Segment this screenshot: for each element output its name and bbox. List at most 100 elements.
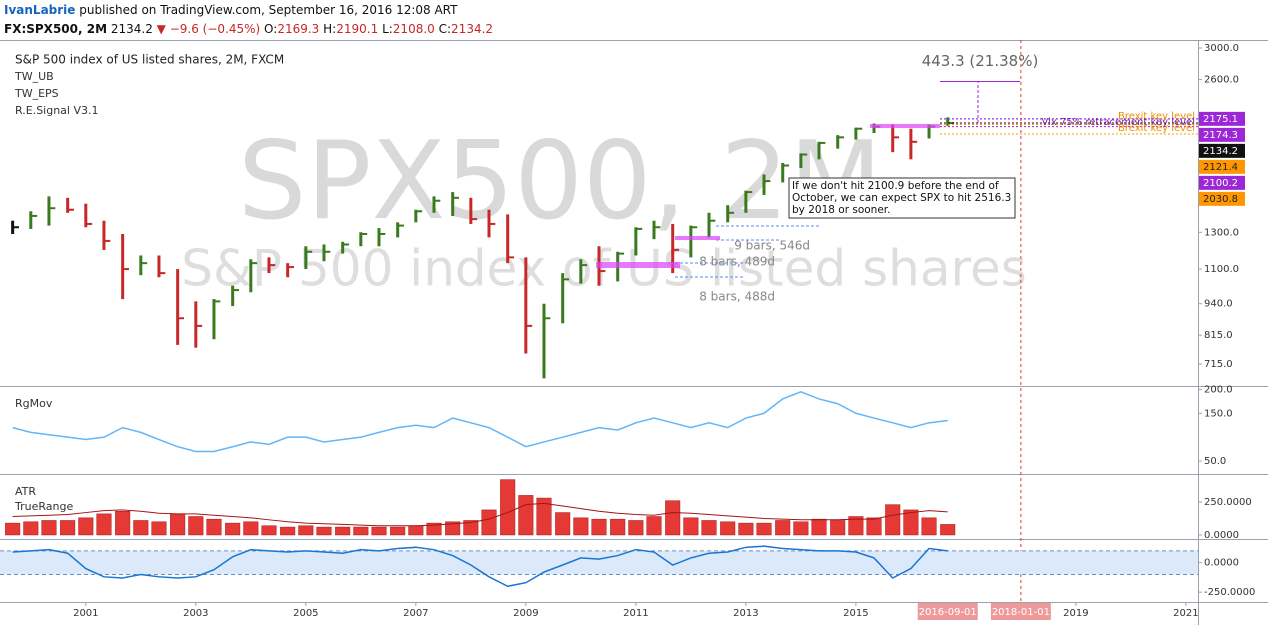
- zone: [596, 262, 680, 268]
- y-tick-label: 0.0000: [1204, 530, 1239, 541]
- bar-count-label: 8 bars, 488d: [699, 290, 775, 304]
- atr-bar: [23, 521, 39, 536]
- y-tick-label: 250.0000: [1204, 497, 1252, 508]
- price-tag: [1199, 143, 1245, 158]
- atr-bar: [555, 512, 571, 536]
- date-tag: [917, 603, 978, 620]
- watermark: SPX500, 2MS&P 500 index of US listed sha…: [181, 119, 1027, 298]
- indicator-line: [12, 545, 948, 588]
- price-tag-label: 2100.2: [1203, 178, 1238, 189]
- price-tag: [1199, 111, 1245, 126]
- y-tick-label: 3000.0: [1204, 43, 1239, 54]
- atr-bar: [500, 479, 516, 536]
- y-tick-label: 1100.0: [1204, 264, 1239, 275]
- study-name: TW_EPS: [14, 87, 59, 100]
- atr-bar: [940, 524, 956, 536]
- atr-bar: [701, 520, 717, 536]
- change: ▼ −9.6 (−0.45%): [157, 22, 261, 36]
- atr-bar: [720, 521, 736, 536]
- price-tag: [1199, 175, 1245, 190]
- note-line: If we don't hit 2100.9 before the end of: [792, 180, 999, 192]
- atr-bar: [885, 504, 901, 536]
- x-tick-label: 2005: [293, 608, 318, 619]
- indicator-line: [12, 390, 948, 453]
- symbol: FX:SPX500, 2M: [4, 22, 107, 36]
- price-tag: [1199, 127, 1245, 142]
- pane-title: ATR: [15, 485, 36, 498]
- atr-bar: [830, 520, 846, 536]
- x-tick-label: 2003: [183, 608, 208, 619]
- atr-bar: [188, 516, 204, 536]
- atr-bar: [738, 522, 754, 536]
- atr-bar: [170, 513, 186, 536]
- level-label: Brexit key level: [1118, 111, 1195, 122]
- atr-bar: [646, 516, 662, 536]
- y-tick-label: 2600.0: [1204, 75, 1239, 86]
- atr-bar: [408, 525, 424, 536]
- atr-bar: [793, 521, 809, 536]
- y-tick-label: 200.0: [1204, 384, 1233, 395]
- price-tag-label: 2134.2: [1203, 146, 1238, 157]
- x-tick-label: 2015: [843, 608, 868, 619]
- atr-bar: [811, 518, 827, 536]
- note-line: October, we can expect SPX to hit 2516.3: [792, 192, 1011, 204]
- atr-bar: [371, 526, 387, 536]
- date-tag-label: 2016-09-01: [919, 607, 977, 618]
- y-tick-label: 940.0: [1204, 299, 1233, 310]
- atr-bar: [335, 526, 351, 536]
- atr-bar: [463, 520, 479, 536]
- atr-bar: [243, 521, 259, 536]
- x-tick-label: 2013: [733, 608, 758, 619]
- l-label: L:: [382, 22, 393, 36]
- atr-bar: [683, 517, 699, 536]
- atr-bar: [866, 517, 882, 536]
- atr-bar: [41, 520, 57, 536]
- note-box: [788, 177, 1016, 219]
- atr-bar: [261, 525, 277, 536]
- level-label: Brexit key level: [1118, 123, 1195, 134]
- atr-bar: [426, 522, 442, 536]
- measure-label: 443.3 (21.38%): [922, 52, 1039, 70]
- y-tick-label: -250.0000: [1204, 587, 1255, 598]
- x-tick-label: 2009: [513, 608, 538, 619]
- atr-bar: [60, 520, 76, 536]
- date-tag-label: 2018-01-01: [992, 607, 1050, 618]
- atr-bar: [206, 518, 222, 536]
- x-tick-label: 2007: [403, 608, 428, 619]
- y-tick-label: 50.0: [1204, 456, 1226, 467]
- atr-bar: [665, 500, 681, 536]
- atr-line: [12, 502, 948, 527]
- x-tick-label: 2001: [73, 608, 98, 619]
- header-line: IvanLabrie published on TradingView.com,…: [4, 3, 458, 17]
- frame: [0, 40, 1268, 625]
- y-tick-label: 715.0: [1204, 359, 1233, 370]
- atr-bar: [353, 526, 369, 536]
- price-tag-label: 2175.1: [1203, 114, 1238, 125]
- y-tick-label: 150.0: [1204, 408, 1233, 419]
- symbol-line: FX:SPX500, 2M 2134.2 ▼ −9.6 (−0.45%) O:2…: [4, 22, 493, 36]
- price-tag: [1199, 191, 1245, 206]
- atr-bar: [5, 522, 21, 536]
- watermark-description: S&P 500 index of US listed shares: [181, 240, 1027, 298]
- atr-bar: [848, 516, 864, 536]
- atr-bar: [151, 521, 167, 536]
- atr-bar: [280, 526, 296, 536]
- zone: [675, 236, 720, 240]
- x-tick-label: 2021: [1173, 608, 1198, 619]
- atr-bar: [921, 517, 937, 536]
- chart-title: S&P 500 index of US listed shares, 2M, F…: [15, 53, 284, 67]
- cci-band: [0, 550, 1198, 575]
- x-tick-label: 2019: [1063, 608, 1088, 619]
- y-tick-label: 1300.0: [1204, 227, 1239, 238]
- atr-bar: [115, 510, 131, 536]
- published: published on TradingView.com, September …: [79, 3, 458, 17]
- y-tick-label: 0.0000: [1204, 558, 1239, 569]
- atr-bar: [518, 495, 534, 536]
- bar-count-label: 9 bars, 546d: [734, 239, 810, 253]
- author[interactable]: IvanLabrie: [4, 3, 75, 17]
- pane-subtitle: TrueRange: [14, 500, 73, 513]
- level-label: Vix 75% retracement key level: [1041, 117, 1195, 128]
